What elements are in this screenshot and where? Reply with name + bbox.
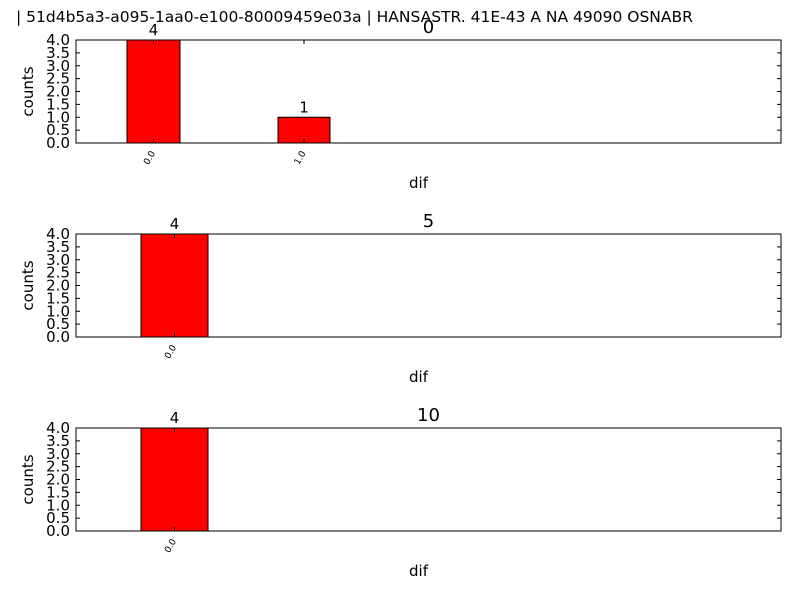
x-axis-label: dif	[409, 368, 429, 386]
x-tick-label: 0.0	[163, 537, 179, 555]
y-tick-label: 3.5	[46, 238, 70, 256]
y-tick-label: 1.0	[46, 302, 70, 320]
y-tick-label: 0.0	[46, 134, 70, 152]
y-tick-label: 3.0	[46, 57, 70, 75]
subplot-title: 10	[417, 405, 440, 426]
subplot-title: 5	[423, 211, 434, 232]
y-tick-label: 1.5	[46, 289, 70, 307]
y-tick-label: 0.0	[46, 522, 70, 540]
y-axis-label: counts	[19, 260, 37, 310]
figure-suptitle: | 51d4b5a3-a095-1aa0-e100-80009459e03a |…	[16, 8, 693, 26]
y-tick-label: 0.5	[46, 121, 70, 139]
y-tick-label: 1.0	[46, 496, 70, 514]
x-tick-label: 0.0	[163, 343, 179, 361]
x-tick-label: 0.0	[142, 149, 158, 167]
y-tick-label: 2.0	[46, 471, 70, 489]
y-tick-label: 1.0	[46, 108, 70, 126]
y-tick-label: 2.0	[46, 277, 70, 295]
bar-0.0	[140, 427, 209, 532]
bar-value-label: 4	[170, 409, 180, 427]
bar-1.0	[277, 116, 331, 144]
y-tick-label: 3.5	[46, 44, 70, 62]
y-tick-label: 3.5	[46, 432, 70, 450]
y-tick-label: 4.0	[46, 419, 70, 437]
y-axis-label: counts	[19, 454, 37, 504]
y-tick-label: 1.5	[46, 483, 70, 501]
subplot-2: 40.00.00.51.01.52.02.53.03.54.010difcoun…	[19, 405, 782, 580]
y-tick-label: 2.5	[46, 264, 70, 282]
bar-value-label: 4	[149, 21, 159, 39]
axes-frame	[75, 39, 782, 144]
y-tick-label: 0.5	[46, 315, 70, 333]
y-tick-label: 2.5	[46, 458, 70, 476]
y-tick-label: 4.0	[46, 225, 70, 243]
y-tick-label: 0.5	[46, 509, 70, 527]
bar-0.0	[140, 233, 209, 338]
y-axis-label: counts	[19, 66, 37, 116]
y-tick-label: 4.0	[46, 31, 70, 49]
y-tick-label: 3.0	[46, 251, 70, 269]
subplot-title: 0	[423, 17, 434, 38]
subplot-1: 40.00.00.51.01.52.02.53.03.54.05difcount…	[19, 211, 782, 386]
subplot-0: 40.011.00.00.51.01.52.02.53.03.54.00difc…	[19, 17, 782, 192]
y-tick-label: 3.0	[46, 445, 70, 463]
y-tick-label: 2.0	[46, 83, 70, 101]
y-tick-label: 2.5	[46, 70, 70, 88]
y-tick-label: 1.5	[46, 95, 70, 113]
x-axis-label: dif	[409, 174, 429, 192]
bar-value-label: 1	[299, 98, 309, 116]
bar-0.0	[126, 39, 181, 144]
x-tick-label: 1.0	[293, 149, 309, 167]
bar-value-label: 4	[170, 215, 180, 233]
y-tick-label: 0.0	[46, 328, 70, 346]
x-axis-label: dif	[409, 562, 429, 580]
